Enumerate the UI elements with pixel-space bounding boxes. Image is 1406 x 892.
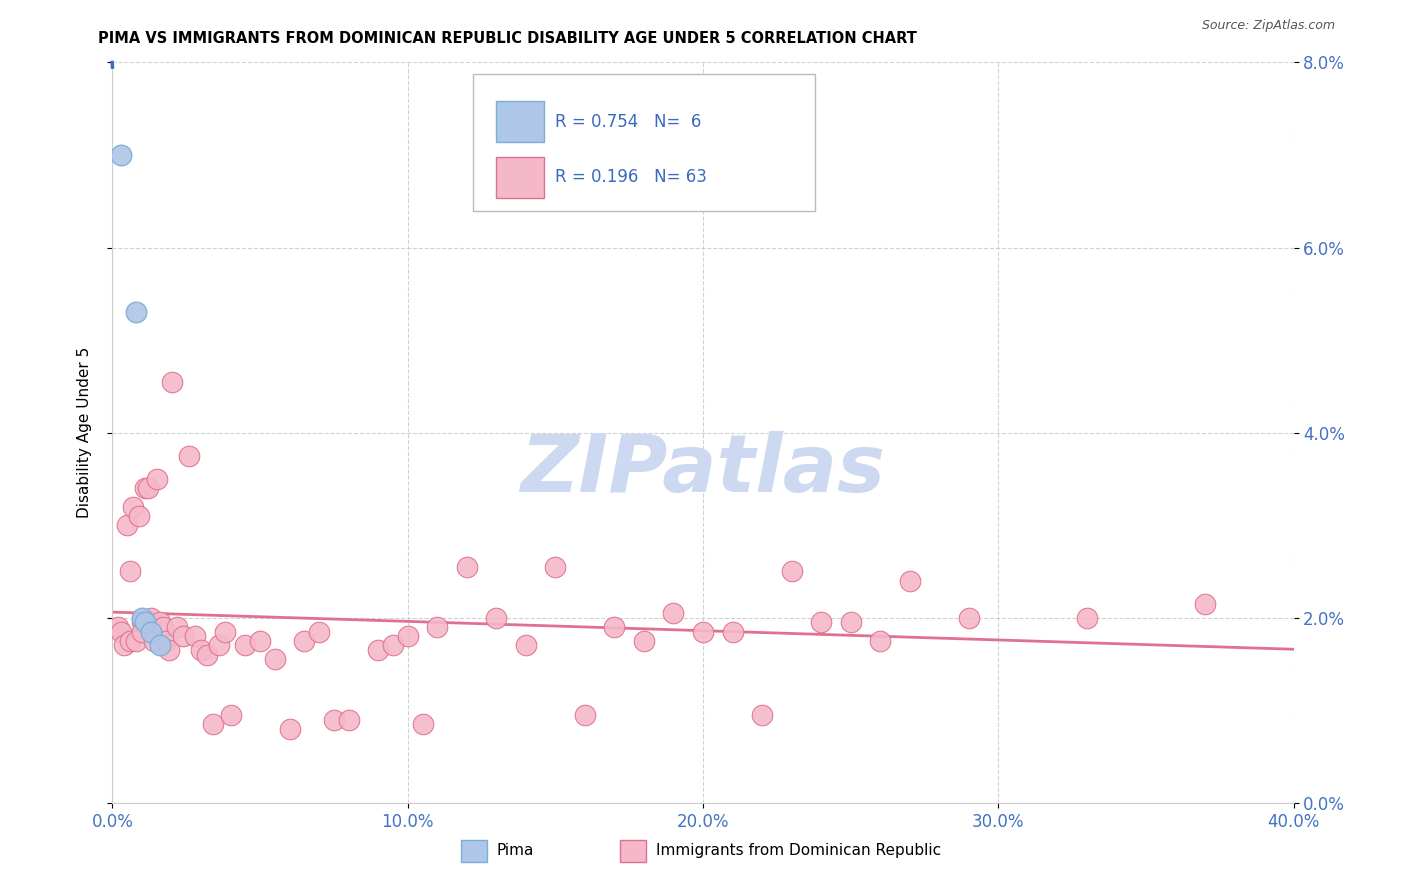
Point xyxy=(869,633,891,648)
FancyBboxPatch shape xyxy=(496,157,544,197)
Point xyxy=(134,615,156,630)
FancyBboxPatch shape xyxy=(620,840,647,862)
Point xyxy=(131,615,153,630)
Point xyxy=(166,620,188,634)
Text: Pima: Pima xyxy=(496,844,534,858)
Point xyxy=(152,620,174,634)
Point xyxy=(122,500,145,514)
Point xyxy=(125,633,148,648)
Point xyxy=(411,717,433,731)
Point xyxy=(515,639,537,653)
Point xyxy=(107,620,129,634)
Point xyxy=(110,148,132,162)
Point xyxy=(112,639,135,653)
FancyBboxPatch shape xyxy=(472,73,815,211)
Point xyxy=(190,643,212,657)
Point xyxy=(195,648,218,662)
Point xyxy=(1076,610,1098,624)
Point xyxy=(308,624,330,639)
Point xyxy=(544,559,567,574)
FancyBboxPatch shape xyxy=(496,102,544,142)
Point xyxy=(323,713,346,727)
Point xyxy=(179,449,201,463)
Text: R = 0.754   N=  6: R = 0.754 N= 6 xyxy=(555,112,702,130)
Point xyxy=(456,559,478,574)
Point xyxy=(157,643,180,657)
Point xyxy=(149,639,172,653)
Point xyxy=(396,629,419,643)
Point xyxy=(160,375,183,389)
Text: R = 0.196   N= 63: R = 0.196 N= 63 xyxy=(555,169,707,186)
Y-axis label: Disability Age Under 5: Disability Age Under 5 xyxy=(77,347,91,518)
Point xyxy=(382,639,405,653)
Point xyxy=(1194,597,1216,611)
Point xyxy=(208,639,231,653)
Point xyxy=(142,633,165,648)
Text: Source: ZipAtlas.com: Source: ZipAtlas.com xyxy=(1202,19,1336,31)
Point xyxy=(780,565,803,579)
Point xyxy=(367,643,389,657)
Point xyxy=(603,620,626,634)
Text: PIMA VS IMMIGRANTS FROM DOMINICAN REPUBLIC DISABILITY AGE UNDER 5 CORRELATION CH: PIMA VS IMMIGRANTS FROM DOMINICAN REPUBL… xyxy=(98,31,917,46)
Point xyxy=(957,610,980,624)
Point xyxy=(125,305,148,319)
FancyBboxPatch shape xyxy=(461,840,486,862)
Point xyxy=(249,633,271,648)
Point xyxy=(219,707,242,722)
Point xyxy=(692,624,714,639)
Point xyxy=(134,481,156,495)
Point xyxy=(633,633,655,648)
Point xyxy=(184,629,207,643)
Point xyxy=(278,722,301,736)
Point xyxy=(810,615,832,630)
Point xyxy=(426,620,449,634)
Point xyxy=(233,639,256,653)
Point xyxy=(131,624,153,639)
Point xyxy=(149,615,172,630)
Text: ZIPatlas: ZIPatlas xyxy=(520,431,886,508)
Point xyxy=(662,606,685,620)
Point xyxy=(146,472,169,486)
Point xyxy=(214,624,236,639)
Point xyxy=(485,610,508,624)
Point xyxy=(110,624,132,639)
Point xyxy=(120,633,142,648)
Point xyxy=(139,624,162,639)
Point xyxy=(264,652,287,666)
Point xyxy=(172,629,194,643)
Text: Immigrants from Dominican Republic: Immigrants from Dominican Republic xyxy=(655,844,941,858)
Point xyxy=(120,565,142,579)
Point xyxy=(839,615,862,630)
Point xyxy=(721,624,744,639)
Point xyxy=(155,633,177,648)
Point xyxy=(201,717,224,731)
Point xyxy=(337,713,360,727)
Point xyxy=(136,481,159,495)
Point xyxy=(128,508,150,523)
Point xyxy=(898,574,921,588)
Point xyxy=(574,707,596,722)
Point xyxy=(292,633,315,648)
Point xyxy=(131,610,153,624)
Point xyxy=(751,707,773,722)
Point xyxy=(117,518,138,533)
Point xyxy=(139,610,162,624)
